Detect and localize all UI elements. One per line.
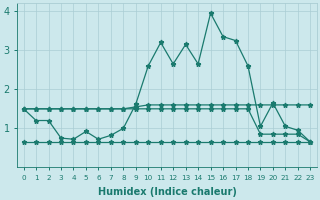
X-axis label: Humidex (Indice chaleur): Humidex (Indice chaleur)	[98, 187, 236, 197]
